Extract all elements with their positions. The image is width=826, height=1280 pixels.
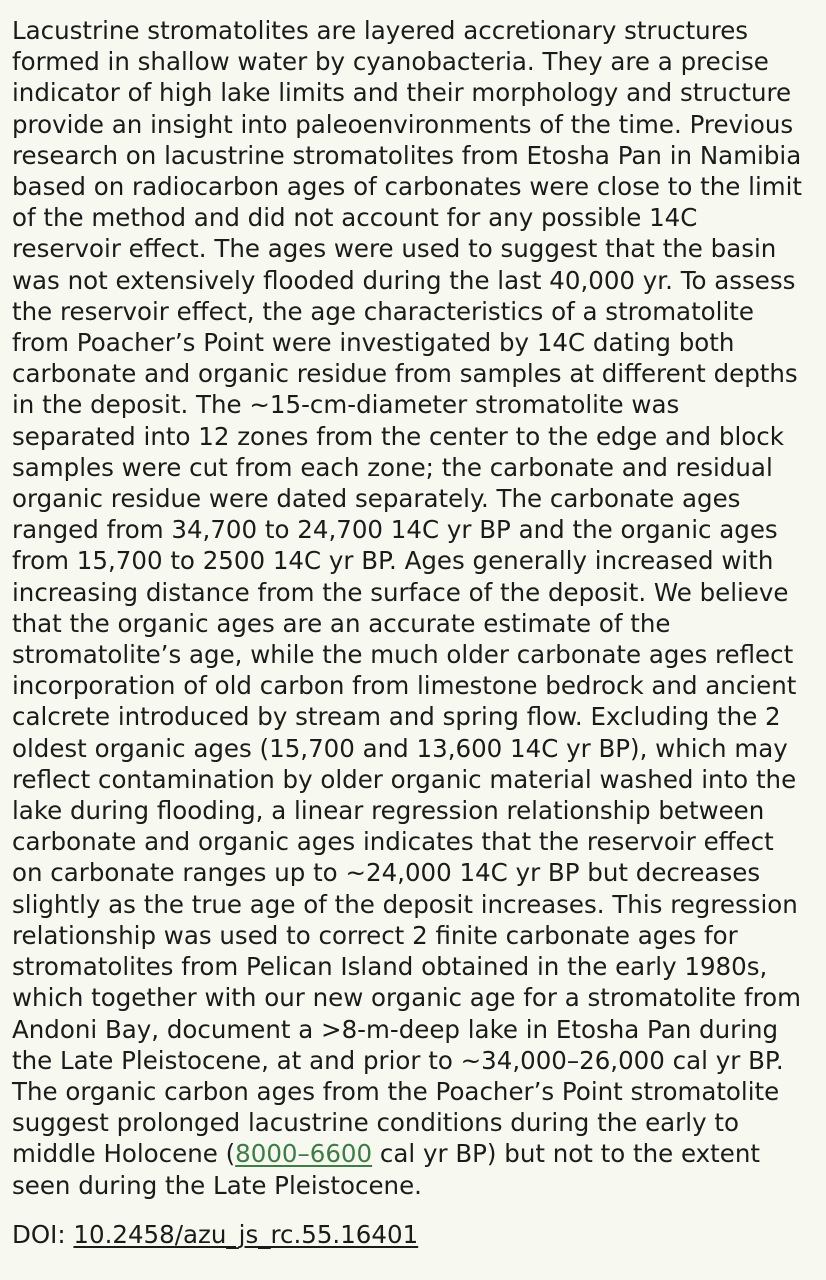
abstract-line: lake during flooding, a linear regressio… — [12, 796, 765, 826]
abstract-line: ranged from 34,700 to 24,700 14C yr BP a… — [12, 515, 778, 545]
abstract-line: organic residue were dated separately. T… — [12, 484, 741, 514]
abstract-line: incorporation of old carbon from limesto… — [12, 671, 797, 701]
abstract-line: relationship was used to correct 2 finit… — [12, 920, 738, 950]
abstract-line: provide an insight into paleoenvironment… — [12, 109, 794, 139]
abstract-line: formed in shallow water by cyanobacteria… — [12, 47, 769, 77]
abstract-line: seen during the Late Pleistocene. — [12, 1170, 422, 1200]
abstract-line: carbonate and organic residue from sampl… — [12, 359, 798, 389]
abstract-line: separated into 12 zones from the center … — [12, 421, 784, 451]
abstract-line: suggest prolonged lacustrine conditions … — [12, 1108, 739, 1138]
abstract-line: calcrete introduced by stream and spring… — [12, 702, 781, 732]
doi-label: DOI: — [12, 1220, 74, 1249]
abstract-line: in the deposit. The ~15-cm-diameter stro… — [12, 390, 680, 420]
abstract-line: the reservoir effect, the age characteri… — [12, 296, 754, 326]
abstract-line: the Late Pleistocene, at and prior to ~3… — [12, 1045, 784, 1075]
abstract-line: The organic carbon ages from the Poacher… — [12, 1076, 780, 1106]
abstract-line: from Poacher’s Point were investigated b… — [12, 328, 735, 358]
abstract-line: that the organic ages are an accurate es… — [12, 608, 671, 638]
abstract-line: reflect contamination by older organic m… — [12, 764, 797, 794]
abstract-line: based on radiocarbon ages of carbonates … — [12, 172, 803, 202]
abstract-text-segment: middle Holocene ( — [12, 1139, 236, 1169]
abstract-line: reservoir effect. The ages were used to … — [12, 234, 777, 264]
abstract-line: slightly as the true age of the deposit … — [12, 889, 798, 919]
date-range-link[interactable]: 8000–6600 — [235, 1139, 373, 1169]
abstract-line: on carbonate ranges up to ~24,000 14C yr… — [12, 858, 761, 888]
doi-link[interactable]: 10.2458/azu_js_rc.55.16401 — [73, 1220, 419, 1249]
abstract-line: from 15,700 to 2500 14C yr BP. Ages gene… — [12, 546, 774, 576]
abstract-line: samples were cut from each zone; the car… — [12, 452, 773, 482]
abstract-line: was not extensively flooded during the l… — [12, 265, 796, 295]
abstract-line: stromatolite’s age, while the much older… — [12, 640, 794, 670]
abstract-line: stromatolites from Pelican Island obtain… — [12, 952, 768, 982]
abstract-line-with-link: middle Holocene (8000–6600 cal yr BP) bu… — [12, 1138, 820, 1169]
abstract-text: Lacustrine stromatolites are layered acc… — [12, 15, 820, 1201]
abstract-line: research on lacustrine stromatolites fro… — [12, 140, 802, 170]
abstract-line: Lacustrine stromatolites are layered acc… — [12, 16, 749, 45]
abstract-line: which together with our new organic age … — [12, 983, 801, 1013]
doi-line: DOI: 10.2458/azu_js_rc.55.16401 — [12, 1219, 418, 1250]
abstract-line: Andoni Bay, document a >8-m-deep lake in… — [12, 1014, 779, 1044]
reader-content: Lacustrine stromatolites are layered acc… — [12, 15, 820, 1249]
abstract-line: increasing distance from the surface of … — [12, 577, 789, 607]
abstract-line: oldest organic ages (15,700 and 13,600 1… — [12, 733, 788, 763]
abstract-text-segment: cal yr BP) but not to the extent — [372, 1139, 760, 1169]
abstract-line: of the method and did not account for an… — [12, 203, 698, 233]
abstract-line: indicator of high lake limits and their … — [12, 78, 792, 108]
abstract-line: carbonate and organic ages indicates tha… — [12, 827, 774, 857]
